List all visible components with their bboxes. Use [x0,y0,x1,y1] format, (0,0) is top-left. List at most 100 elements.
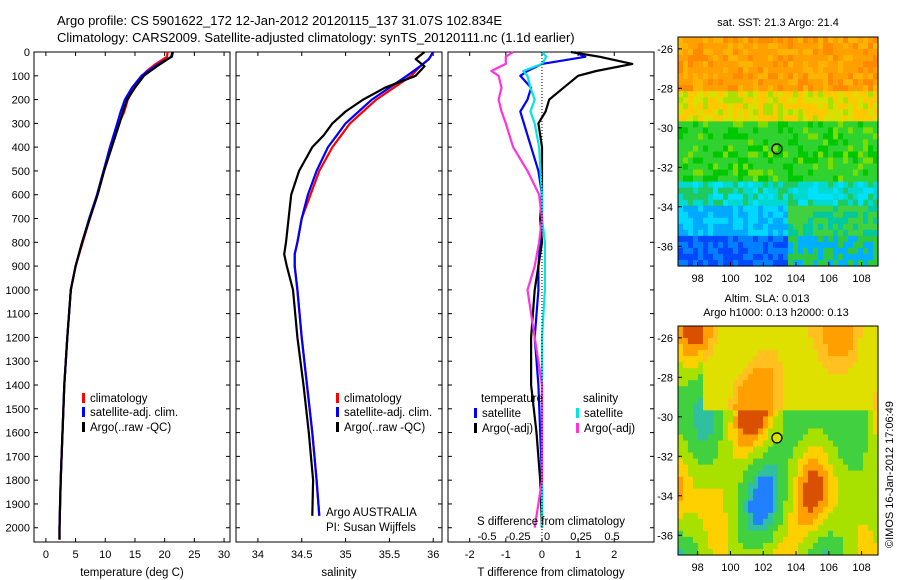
map-cell [708,259,714,267]
map-cell [708,247,714,255]
map-cell [723,211,729,219]
map-cell [798,259,804,267]
map-cell [768,374,774,381]
map-cell [833,193,839,201]
map-cell [843,428,849,436]
map-cell [868,464,874,472]
map-cell [758,362,764,369]
map-cell [783,488,789,496]
map-cell [753,350,759,357]
map-cell [803,404,809,411]
map-cell [738,61,744,68]
map-cell [763,127,769,135]
map-cell [738,103,744,110]
map-cell [818,211,824,219]
map-cell [728,446,734,454]
map-cell [748,85,754,92]
map-cell [768,217,774,225]
map-cell [748,211,754,219]
map-cell [838,542,844,550]
map-cell [743,392,749,399]
legend-swatch [82,422,85,432]
map-cell [848,428,854,436]
map-x-tick-label: 100 [721,273,739,285]
map-cell [808,470,814,478]
map-cell [778,362,784,369]
map-cell [818,464,824,472]
map-cell [838,512,844,520]
map-cell [808,446,814,454]
map-cell [738,175,744,183]
map-cell [708,368,714,375]
map-x-tick-label: 106 [820,273,838,285]
map-cell [758,211,764,219]
map-cell [818,356,824,363]
map-cell [778,542,784,550]
map-cell [763,446,769,454]
map-cell [723,326,729,333]
map-cell [743,115,749,122]
map-cell [783,241,789,249]
map-cell [748,344,754,351]
map-cell [863,235,869,243]
map-cell [758,440,764,448]
map-cell [733,404,739,411]
map-cell [738,259,744,267]
map-cell [733,362,739,369]
map-cell [838,428,844,436]
map-cell [698,398,704,405]
map-cell [858,121,864,128]
map-cell [763,386,769,393]
map-cell [813,235,819,243]
map-cell [723,536,729,544]
map-cell [823,524,829,532]
map-y-tick-label: -28 [657,83,673,95]
map-cell [858,518,864,526]
map-cell [678,350,684,357]
map-cell [753,344,759,351]
y-tick-label: 700 [12,214,30,226]
map-cell [683,368,689,375]
map-cell [753,446,759,454]
map-cell [753,386,759,393]
map-cell [818,446,824,454]
map-cell [858,356,864,363]
map-cell [778,181,784,189]
map-cell [718,464,724,472]
map-cell [753,169,759,177]
map-cell [798,410,804,417]
map-cell [808,362,814,369]
map-cell [713,37,719,44]
map-cell [778,67,784,74]
map-cell [783,85,789,92]
map-cell [828,374,834,381]
map-cell [868,374,874,381]
map-cell [863,169,869,177]
map-cell [738,79,744,86]
map-cell [863,464,869,472]
map-cell [738,386,744,393]
map-cell [758,37,764,44]
map-cell [798,326,804,333]
map-cell [693,169,699,177]
map-cell [763,121,769,128]
map-cell [723,79,729,86]
map-cell [748,217,754,225]
map-cell [683,392,689,399]
map-cell [733,199,739,207]
map-cell [868,452,874,460]
map-cell [788,338,794,345]
map-cell [693,518,699,526]
map-cell [718,157,724,165]
map-cell [833,223,839,231]
map-cell [823,404,829,411]
map-cell [873,91,879,98]
map-cell [863,506,869,514]
map-cell [728,139,734,147]
map-cell [708,542,714,550]
map-cell [838,344,844,351]
map-cell [848,217,854,225]
map-cell [738,205,744,213]
map-cell [698,332,704,339]
map-cell [758,97,764,104]
